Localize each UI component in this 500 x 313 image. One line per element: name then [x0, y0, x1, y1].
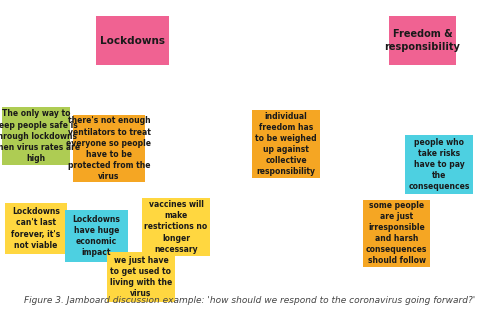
FancyBboxPatch shape	[2, 107, 70, 165]
Text: Lockdowns: Lockdowns	[100, 36, 165, 46]
FancyBboxPatch shape	[405, 135, 473, 194]
FancyBboxPatch shape	[252, 110, 320, 178]
FancyBboxPatch shape	[389, 17, 456, 65]
Text: vaccines will
make
restrictions no
longer
necessary: vaccines will make restrictions no longe…	[144, 200, 208, 254]
FancyBboxPatch shape	[65, 210, 128, 262]
Text: Lockdowns
can't last
forever, it's
not viable: Lockdowns can't last forever, it's not v…	[12, 207, 60, 250]
FancyBboxPatch shape	[96, 17, 169, 65]
Text: Figure 3. Jamboard discussion example: 'how should we respond to the coronavirus: Figure 3. Jamboard discussion example: '…	[24, 296, 475, 305]
FancyBboxPatch shape	[73, 115, 145, 182]
Text: individual
freedom has
to be weighed
up against
collective
responsibility: individual freedom has to be weighed up …	[255, 112, 317, 176]
Text: The only way to
keep people safe is
through lockdowns
when virus rates are
high: The only way to keep people safe is thro…	[0, 110, 80, 163]
Text: there's not enough
ventilators to treat
everyone so people
have to be
protected : there's not enough ventilators to treat …	[66, 116, 152, 181]
Text: some people
are just
irresponsible
and harsh
consequences
should follow: some people are just irresponsible and h…	[366, 201, 427, 265]
Text: people who
take risks
have to pay
the
consequences: people who take risks have to pay the co…	[408, 138, 470, 191]
FancyBboxPatch shape	[363, 200, 430, 267]
FancyBboxPatch shape	[107, 252, 175, 302]
Text: we just have
to get used to
living with the
virus: we just have to get used to living with …	[110, 256, 172, 298]
FancyBboxPatch shape	[142, 198, 210, 256]
Text: Freedom &
responsibility: Freedom & responsibility	[384, 29, 460, 52]
FancyBboxPatch shape	[4, 203, 67, 254]
Text: Lockdowns
have huge
economic
impact: Lockdowns have huge economic impact	[72, 215, 120, 258]
